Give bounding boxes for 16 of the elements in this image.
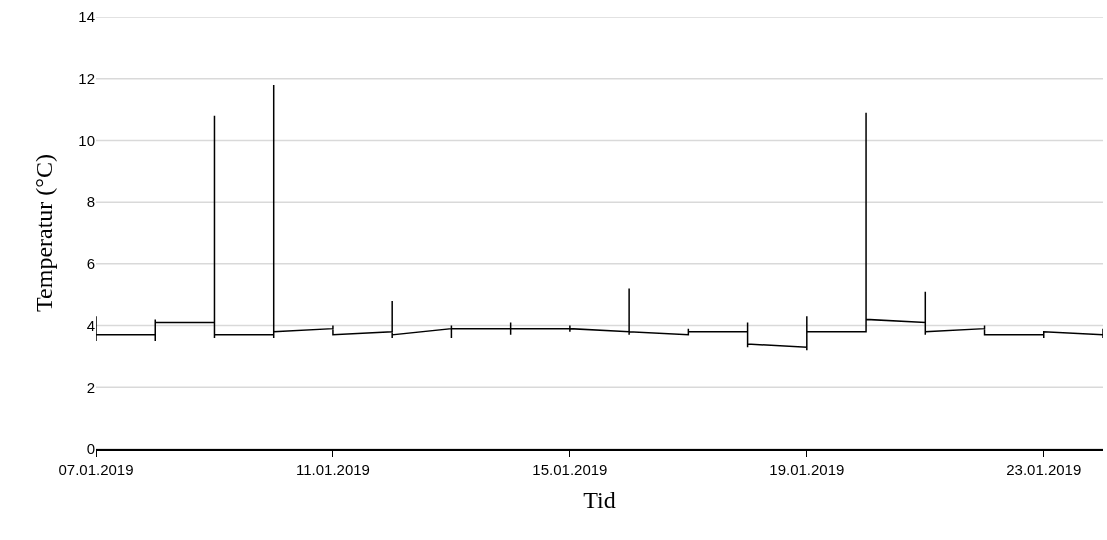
- y-tick-label: 4: [86, 316, 95, 334]
- y-tick-label: 6: [86, 255, 95, 273]
- y-tick-label: 10: [78, 131, 95, 149]
- y-axis-title: Temperatur (°C): [31, 154, 58, 312]
- y-tick-label: 0: [86, 440, 95, 458]
- line-series: [96, 84, 1103, 352]
- y-tick-label: 2: [86, 378, 95, 396]
- x-tick-label: 19.01.2019: [769, 460, 845, 478]
- y-tick-label: 14: [78, 8, 95, 26]
- x-tick-label: 23.01.2019: [1006, 460, 1082, 478]
- x-tick-label: 11.01.2019: [295, 460, 370, 478]
- y-tick-label: 8: [86, 193, 95, 211]
- x-axis-title: Tid: [583, 486, 616, 513]
- x-tick-label: 07.01.2019: [58, 460, 134, 478]
- x-tick-label: 15.01.2019: [532, 460, 608, 478]
- y-tick-label: 12: [78, 69, 95, 87]
